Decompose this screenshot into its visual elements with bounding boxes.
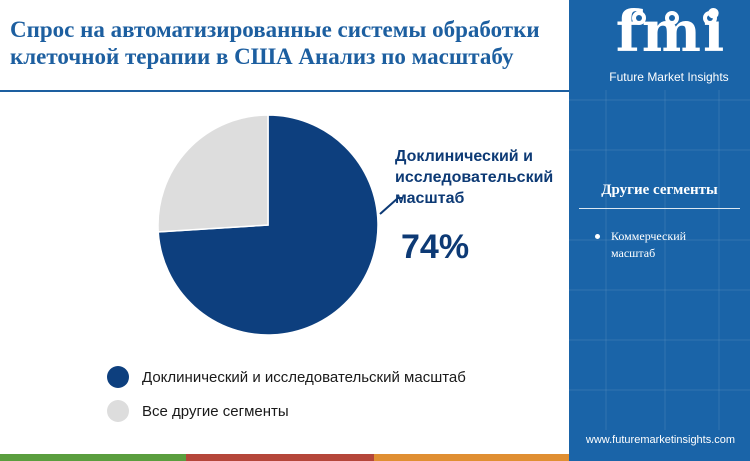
bottom-bar-green	[0, 454, 186, 461]
callout-label: Доклинический и исследовательский масшта…	[395, 148, 554, 207]
brand-logo: fmi	[615, 0, 727, 65]
legend-swatch-other	[107, 400, 129, 422]
sidebar-grid-pattern	[569, 90, 750, 430]
bottom-bar-orange	[374, 454, 569, 461]
chart-title: Спрос на автоматизированные системы обра…	[10, 17, 540, 69]
sidebar-panel: fmi Future Market Insights Другие сегмен…	[569, 0, 750, 454]
brand-subtitle: Future Market Insights	[609, 70, 729, 84]
pie-slice-other	[157, 114, 269, 233]
bottom-color-bar	[0, 454, 750, 461]
other-segments-divider	[579, 208, 740, 209]
logo-globe-icons	[632, 11, 717, 25]
legend-item-other: Все другие сегменты	[107, 398, 466, 424]
legend-item-preclinical: Доклинический и исследовательский масшта…	[107, 364, 466, 390]
bottom-bar-red	[186, 454, 374, 461]
chart-legend: Доклинический и исследовательский масшта…	[107, 364, 466, 432]
legend-label-preclinical: Доклинический и исследовательский масшта…	[142, 368, 466, 386]
legend-swatch-preclinical	[107, 366, 129, 388]
pie-chart	[157, 114, 403, 336]
legend-label-other: Все другие сегменты	[142, 402, 289, 420]
callout-leader-line	[379, 197, 403, 215]
title-underline	[0, 90, 569, 92]
website-url: www.futuremarketinsights.com	[585, 434, 736, 446]
other-segment-item: Коммерческий масштаб	[591, 228, 731, 262]
other-segments-title: Другие сегменты	[601, 182, 718, 198]
callout-value: 74%	[401, 228, 470, 266]
other-segments-list: Коммерческий масштаб	[591, 228, 731, 262]
other-segment-label: Коммерческий масштаб	[611, 229, 687, 260]
bullet-icon	[595, 234, 600, 239]
bottom-bar-blue	[569, 454, 750, 461]
